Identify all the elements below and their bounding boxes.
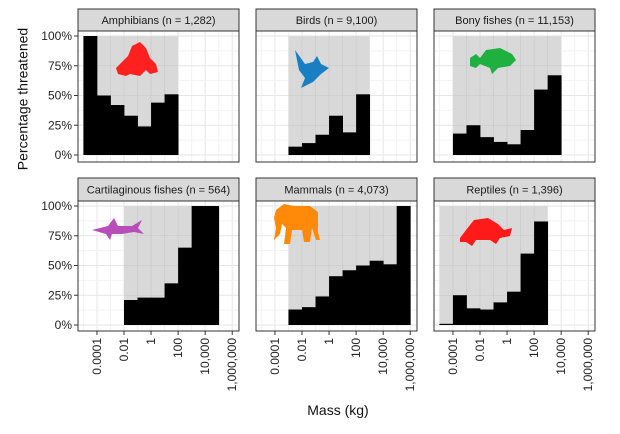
bar xyxy=(191,206,206,325)
x-tick-label: 0.0001 xyxy=(90,338,104,375)
x-tick-label: 1 xyxy=(322,338,336,345)
y-tick-label: 75% xyxy=(48,229,72,243)
panel-title: Reptiles (n = 1,396) xyxy=(466,185,562,197)
bar xyxy=(520,253,535,325)
y-tick-label: 100% xyxy=(41,199,72,213)
x-tick-label: 100 xyxy=(349,338,363,358)
bar xyxy=(507,144,521,155)
bar xyxy=(302,307,316,325)
bar xyxy=(356,265,371,325)
bar xyxy=(151,102,165,155)
panel: Bony fishes (n = 11,153) xyxy=(433,8,596,163)
x-tick-label: 1 xyxy=(500,338,514,345)
panel: Reptiles (n = 1,396) 0.0001 0.01 1 100 10,000… xyxy=(433,177,596,392)
bar xyxy=(493,141,508,155)
bar xyxy=(288,309,303,325)
bar xyxy=(96,95,111,155)
x-tick-label: 0.0001 xyxy=(268,338,282,375)
y-tick-label: 75% xyxy=(48,59,72,73)
bar xyxy=(507,291,521,325)
x-tick-label: 1,000,000 xyxy=(581,338,595,392)
bar xyxy=(110,105,125,155)
panel-border xyxy=(433,30,596,163)
panel: Mammals (n = 4,073) 0.0001 0.01 1 100 10,000 1… xyxy=(255,177,418,392)
y-tick-label: 50% xyxy=(48,259,72,273)
panel-border xyxy=(433,200,596,332)
x-tick-label: 1 xyxy=(144,338,158,345)
bar xyxy=(466,308,481,325)
bar xyxy=(452,295,467,325)
bar xyxy=(178,247,193,325)
panel-border xyxy=(255,200,418,332)
bar xyxy=(151,297,165,325)
x-tick-label: 100 xyxy=(171,338,185,358)
y-tick-label: 0% xyxy=(55,318,73,332)
x-tick-label: 10,000 xyxy=(376,338,390,375)
y-axis-title: Percentage threatened xyxy=(15,28,31,170)
bar xyxy=(342,132,357,155)
bar xyxy=(137,297,152,325)
bar xyxy=(547,75,562,155)
x-tick-label: 1,000,000 xyxy=(225,338,239,392)
x-tick-label: 100 xyxy=(527,338,541,358)
panel-border xyxy=(255,30,418,163)
x-tick-label: 10,000 xyxy=(198,338,212,375)
turtle-icon xyxy=(460,218,512,246)
x-tick-label: 0.01 xyxy=(473,338,487,362)
panel-title: Amphibians (n = 1,282) xyxy=(101,15,215,27)
bar xyxy=(329,276,343,325)
bar xyxy=(329,115,343,155)
bar xyxy=(493,302,508,325)
x-axis-title: Mass (kg) xyxy=(307,402,368,418)
panel-title: Birds (n = 9,100) xyxy=(296,15,378,27)
bar xyxy=(369,260,384,325)
x-tick-label: 0.0001 xyxy=(446,338,460,375)
panel: Birds (n = 9,100) xyxy=(255,8,418,163)
bar xyxy=(315,296,330,325)
elephant-icon xyxy=(274,204,320,244)
bar xyxy=(534,89,549,155)
x-tick-label: 0.01 xyxy=(295,338,309,362)
bar xyxy=(439,323,454,325)
panel-title: Mammals (n = 4,073) xyxy=(284,185,388,197)
bar xyxy=(124,300,138,325)
x-tick-label: 0.01 xyxy=(117,338,131,362)
x-tick-label: 1,000,000 xyxy=(403,338,417,392)
bar xyxy=(520,130,535,155)
bar xyxy=(383,264,398,325)
bar xyxy=(83,36,98,155)
panel-border xyxy=(77,30,240,163)
bar xyxy=(164,283,179,325)
bar xyxy=(480,309,494,325)
x-tick-label: 10,000 xyxy=(554,338,568,375)
bar xyxy=(315,134,330,155)
bar xyxy=(342,270,357,325)
bird-icon xyxy=(295,50,329,88)
bar xyxy=(356,94,371,155)
y-tick-label: 100% xyxy=(41,29,72,43)
bar xyxy=(534,221,549,325)
bar xyxy=(137,126,152,155)
bar xyxy=(288,146,303,155)
bar xyxy=(164,94,179,155)
frog-icon xyxy=(116,42,158,76)
bar xyxy=(124,115,138,155)
panel: Amphibians (n = 1,282) 0% 25% 50% 75% 100% xyxy=(41,8,240,163)
panel-title: Bony fishes (n = 11,153) xyxy=(455,15,574,27)
bar xyxy=(480,137,494,155)
bar xyxy=(205,206,220,325)
bar xyxy=(466,125,481,155)
panel-title: Cartilaginous fishes (n = 564) xyxy=(87,185,230,197)
y-tick-label: 50% xyxy=(48,89,72,103)
y-tick-label: 0% xyxy=(55,148,73,162)
y-tick-label: 25% xyxy=(48,288,72,302)
shark-icon xyxy=(92,218,144,240)
bar xyxy=(302,143,316,155)
y-tick-label: 25% xyxy=(48,118,72,132)
fish-icon xyxy=(470,48,516,74)
bar xyxy=(396,206,411,325)
panel: Cartilaginous fishes (n = 564) 0% 25% 50% 75… xyxy=(41,177,240,392)
bar xyxy=(452,133,467,155)
